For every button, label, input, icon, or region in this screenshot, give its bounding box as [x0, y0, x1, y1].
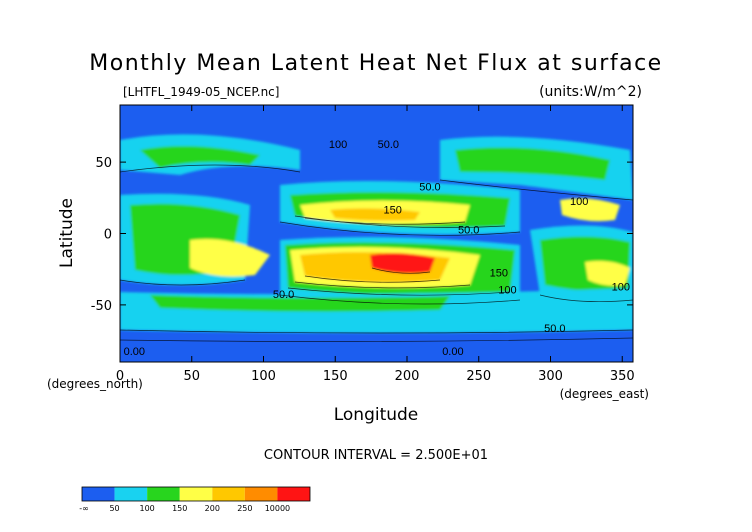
x-axis-ticks: 0 50 100 150 200 250 300 350	[116, 105, 635, 384]
x-tick-label: 200	[395, 369, 420, 384]
x-tick-label: 100	[251, 369, 276, 384]
colorbar-level-label: 10000	[265, 504, 290, 513]
contour-label: 100	[612, 282, 630, 294]
colorbar-level-label: 250	[237, 504, 252, 513]
colorbar-swatch	[82, 487, 115, 501]
contour-label: 150	[490, 267, 508, 279]
chart-subtitle-left: [LHTFL_1949-05_NCEP.nc]	[123, 85, 279, 99]
contour-label: 100	[570, 196, 588, 208]
x-tick-label: 350	[610, 369, 635, 384]
x-tick-label: 150	[323, 369, 348, 384]
x-tick-label: 50	[183, 369, 200, 384]
contour-label: 50.0	[419, 182, 440, 194]
colorbar-swatch	[244, 487, 278, 501]
contour-label: 100	[329, 139, 347, 151]
x-axis-label: Longitude	[334, 405, 419, 425]
contour-labels: 100 50.0 100 50.0 100 150 50.0 150 100 50.0 50.0 0.…	[124, 139, 706, 358]
y-tick-label: -50	[91, 299, 112, 314]
contour-label: 100	[688, 153, 706, 165]
colorbar-swatch	[147, 487, 180, 501]
y-unit-note: (degrees_north)	[47, 377, 143, 391]
contour-label: 100	[498, 284, 516, 296]
colorbar-level-label: 150	[172, 504, 187, 513]
x-tick-label: 250	[466, 369, 491, 384]
colorbar-level-label: 50	[109, 504, 119, 513]
contour-interval-note: CONTOUR INTERVAL = 2.500E+01	[264, 448, 488, 463]
colorbar-swatch	[179, 487, 213, 501]
y-tick-label: 0	[104, 228, 112, 243]
colorbar-level-label: 100	[140, 504, 155, 513]
colorbar-frame	[81, 486, 311, 502]
x-tick-label: 300	[538, 369, 563, 384]
contour-label: 50.0	[378, 139, 399, 151]
colorbar: -∞ 50 100 150 200 250 10000	[79, 486, 311, 513]
contour-label: 0.00	[442, 346, 463, 358]
colorbar-swatch	[277, 487, 310, 501]
colorbar-swatch	[212, 487, 245, 501]
contour-label: 0.00	[124, 346, 145, 358]
colorbar-level-label: -∞	[79, 504, 89, 513]
flux-field: 100 50.0 100 50.0 100 150 50.0 150 100 50.0 50.0 0.…	[120, 105, 706, 362]
colorbar-swatch	[114, 487, 148, 501]
y-axis-ticks: -50 0 50	[91, 156, 633, 314]
colorbar-level-label: 200	[205, 504, 220, 513]
chart-subtitle-right: (units:W/m^2)	[539, 84, 642, 100]
chart-title: Monthly Mean Latent Heat Net Flux at sur…	[89, 51, 662, 76]
y-tick-label: 50	[95, 156, 112, 171]
contour-label: 50.0	[273, 289, 294, 301]
x-tick-label: 0	[116, 369, 124, 384]
contour-label: 150	[383, 205, 401, 217]
y-axis-label: Latitude	[57, 198, 77, 268]
contour-label: 50.0	[458, 225, 479, 237]
contour-label: 50.0	[544, 323, 565, 335]
x-unit-note: (degrees_east)	[560, 387, 649, 401]
